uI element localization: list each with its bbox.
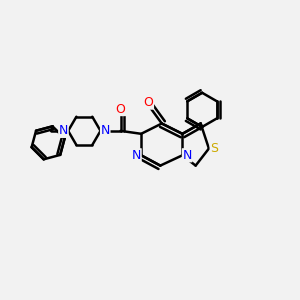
Text: O: O — [144, 96, 154, 109]
Text: N: N — [59, 124, 68, 137]
Text: N: N — [132, 149, 141, 162]
Text: S: S — [210, 142, 218, 155]
Text: N: N — [182, 149, 192, 162]
Text: N: N — [100, 124, 110, 137]
Text: O: O — [116, 103, 125, 116]
